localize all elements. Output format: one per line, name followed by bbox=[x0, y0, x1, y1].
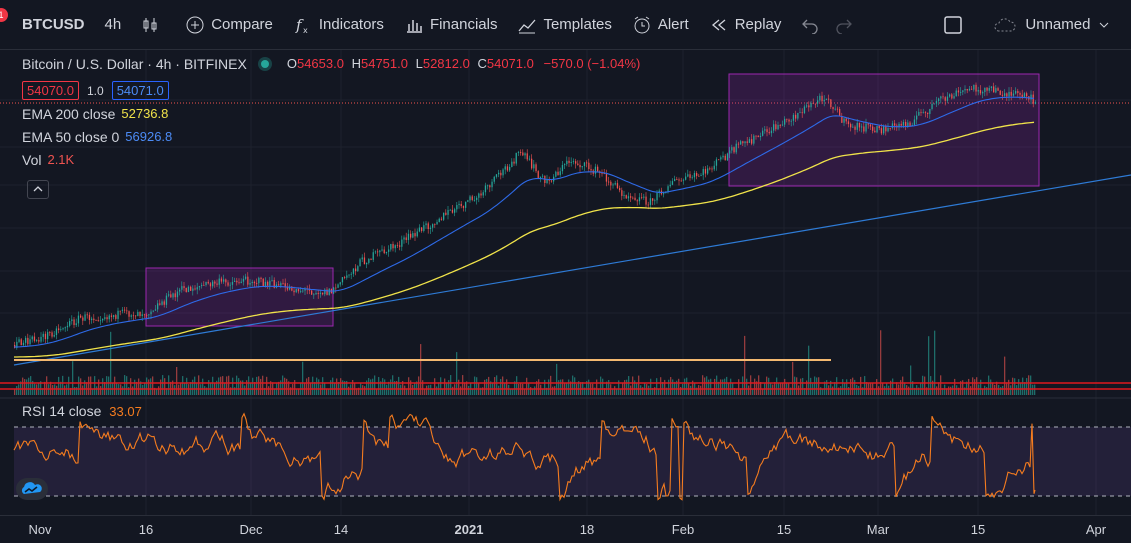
time-axis-label: Dec bbox=[239, 522, 263, 537]
candlestick-series bbox=[14, 82, 1037, 350]
time-axis-label: 15 bbox=[776, 522, 792, 537]
templates-label: Templates bbox=[543, 16, 612, 33]
time-axis-label: 18 bbox=[579, 522, 595, 537]
range-box bbox=[145, 267, 334, 327]
rewind-icon bbox=[711, 19, 726, 30]
time-axis-label: Apr bbox=[1085, 522, 1107, 537]
ema200-value: 52736.8 bbox=[121, 106, 169, 121]
fullscreen-button[interactable] bbox=[929, 0, 983, 50]
ema50-label: EMA 50 close 0 bbox=[22, 128, 120, 145]
ohlc-values: O54653.0 H54751.0 L52812.0 C54071.0 −570… bbox=[286, 56, 641, 71]
time-axis-label: 2021 bbox=[454, 522, 484, 537]
square-icon bbox=[944, 15, 963, 34]
sell-price-button[interactable]: 54070.0 bbox=[22, 81, 79, 100]
rsi-value: 33.07 bbox=[109, 404, 142, 419]
indicators-label: Indicators bbox=[318, 16, 384, 33]
financials-button[interactable]: Financials bbox=[394, 0, 508, 50]
price-chart[interactable] bbox=[0, 50, 1131, 515]
alert-button[interactable]: Alert bbox=[622, 0, 699, 50]
undo-icon bbox=[802, 19, 818, 34]
interval-button[interactable]: 4h bbox=[104, 16, 122, 33]
settings-button[interactable] bbox=[1120, 0, 1131, 50]
time-axis-label: Mar bbox=[866, 522, 890, 537]
alarm-clock-icon bbox=[634, 16, 650, 33]
collapse-legend-button[interactable] bbox=[27, 180, 49, 199]
legend-main-row: Bitcoin / U.S. Dollar · 4h · BITFINEX O5… bbox=[22, 52, 640, 75]
spread-value: 1.0 bbox=[87, 83, 104, 98]
candles-icon bbox=[143, 17, 157, 32]
financials-label: Financials bbox=[429, 16, 498, 33]
time-axis-label: Nov bbox=[28, 522, 52, 537]
buy-price-button[interactable]: 54071.0 bbox=[111, 81, 169, 100]
bid-ask-row: 54070.0 1.0 54071.0 bbox=[22, 79, 640, 102]
replay-label: Replay bbox=[734, 16, 782, 33]
ema50-value: 56926.8 bbox=[125, 129, 173, 144]
templates-icon bbox=[518, 19, 536, 33]
chevron-up-icon bbox=[33, 186, 43, 192]
chart-type-button[interactable] bbox=[131, 0, 175, 50]
ema200-line bbox=[14, 121, 1035, 358]
redo-icon bbox=[836, 19, 853, 34]
redo-button[interactable] bbox=[835, 0, 869, 50]
alert-label: Alert bbox=[657, 16, 689, 33]
rsi-band bbox=[14, 427, 1131, 496]
rsi-line bbox=[13, 412, 1036, 502]
volume-label: Vol bbox=[22, 151, 42, 168]
cloud-icon bbox=[994, 17, 1016, 31]
ema200-label: EMA 200 close bbox=[22, 105, 116, 122]
svg-text:f: f bbox=[295, 16, 304, 34]
plus-circle-icon bbox=[186, 16, 204, 33]
volume-legend[interactable]: Vol 2.1K bbox=[22, 148, 640, 171]
time-axis-label: 14 bbox=[333, 522, 349, 537]
time-axis-label: 16 bbox=[138, 522, 154, 537]
rsi-label: RSI 14 close bbox=[22, 403, 102, 419]
compare-label: Compare bbox=[211, 16, 273, 33]
templates-button[interactable]: Templates bbox=[507, 0, 621, 50]
time-axis-label: Feb bbox=[671, 522, 695, 537]
chart-legend: Bitcoin / U.S. Dollar · 4h · BITFINEX O5… bbox=[22, 52, 640, 171]
layout-name: Unnamed bbox=[1025, 16, 1091, 33]
time-axis[interactable]: Nov 16 Dec 14 2021 18 Feb 15 Mar 15 Apr bbox=[0, 515, 1131, 543]
ema50-line bbox=[13, 96, 1035, 348]
rsi-legend[interactable]: RSI 14 close 33.07 bbox=[22, 403, 142, 419]
ema50-legend[interactable]: EMA 50 close 0 56926.8 bbox=[22, 125, 640, 148]
bar-chart-icon bbox=[406, 19, 422, 33]
layout-menu-button[interactable]: Unnamed bbox=[983, 0, 1120, 50]
undo-button[interactable] bbox=[791, 0, 835, 50]
trend-line bbox=[13, 174, 1131, 366]
tradingview-logo[interactable] bbox=[16, 478, 48, 500]
symbol-search-button[interactable]: BTCUSD bbox=[22, 16, 85, 33]
ema200-legend[interactable]: EMA 200 close 52736.8 bbox=[22, 102, 640, 125]
replay-button[interactable]: Replay bbox=[699, 0, 792, 50]
compare-button[interactable]: Compare bbox=[175, 0, 283, 50]
cloud-logo-icon bbox=[21, 482, 42, 494]
chevron-down-icon bbox=[1100, 22, 1109, 28]
market-status-dot[interactable] bbox=[260, 59, 269, 68]
symbol-title[interactable]: Bitcoin / U.S. Dollar · 4h · BITFINEX bbox=[22, 55, 247, 72]
svg-text:x: x bbox=[303, 26, 308, 35]
time-axis-label: 15 bbox=[970, 522, 986, 537]
volume-value: 2.1K bbox=[47, 152, 75, 167]
notification-badge[interactable]: 1 bbox=[0, 8, 8, 22]
volume-bars bbox=[14, 330, 1036, 395]
